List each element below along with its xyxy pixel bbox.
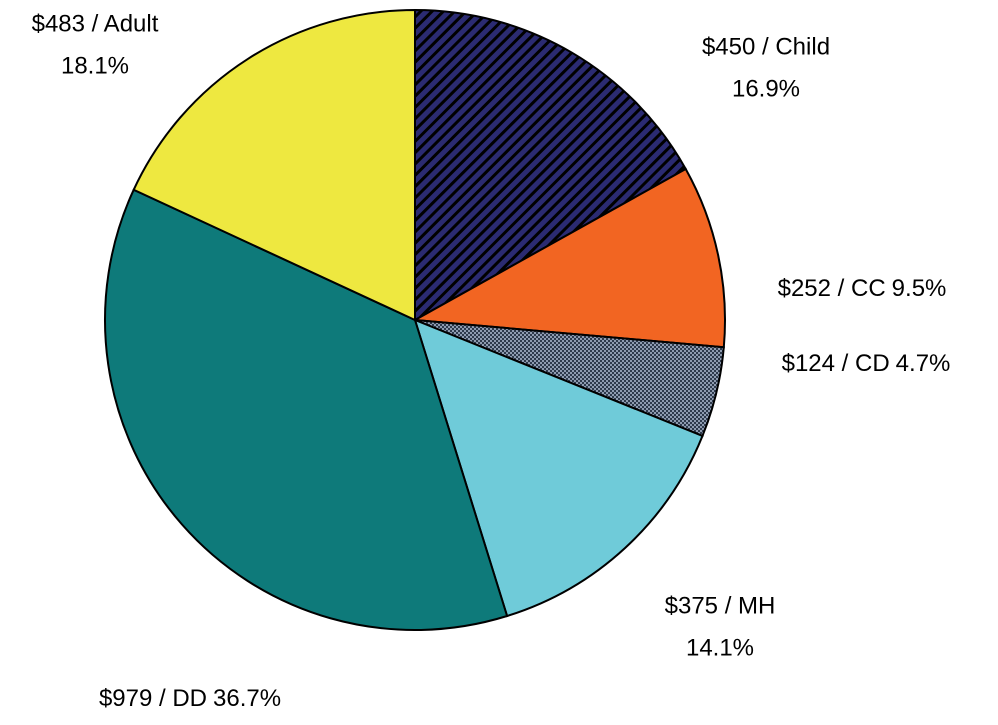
slice-label: $979 / DD bbox=[99, 685, 207, 712]
slice-label: $252 / CC bbox=[778, 275, 886, 302]
slice-label: $450 / Child bbox=[702, 33, 830, 60]
pie-slice bbox=[414, 8, 688, 322]
value-label: 14.1% bbox=[686, 634, 754, 661]
slice-label: $375 / MH bbox=[665, 592, 776, 619]
slice-label-group: $252 / CC 9.5% bbox=[778, 275, 947, 302]
pie-slice bbox=[132, 8, 416, 322]
value-label: 9.5% bbox=[892, 275, 947, 302]
value-label: 4.7% bbox=[896, 350, 951, 377]
slice-label: $483 / Adult bbox=[32, 10, 159, 37]
pie-slice bbox=[411, 167, 726, 349]
slice-label-group: $979 / DD 36.7% bbox=[99, 685, 281, 712]
slice-label-group: $124 / CD 4.7% bbox=[782, 350, 951, 377]
value-label: 36.7% bbox=[213, 685, 281, 712]
slice-label: $124 / CD bbox=[782, 350, 890, 377]
value-label: 18.1% bbox=[61, 52, 129, 79]
pie-slice bbox=[104, 188, 509, 631]
pie-slice bbox=[413, 318, 704, 618]
value-label: 16.9% bbox=[732, 75, 800, 102]
